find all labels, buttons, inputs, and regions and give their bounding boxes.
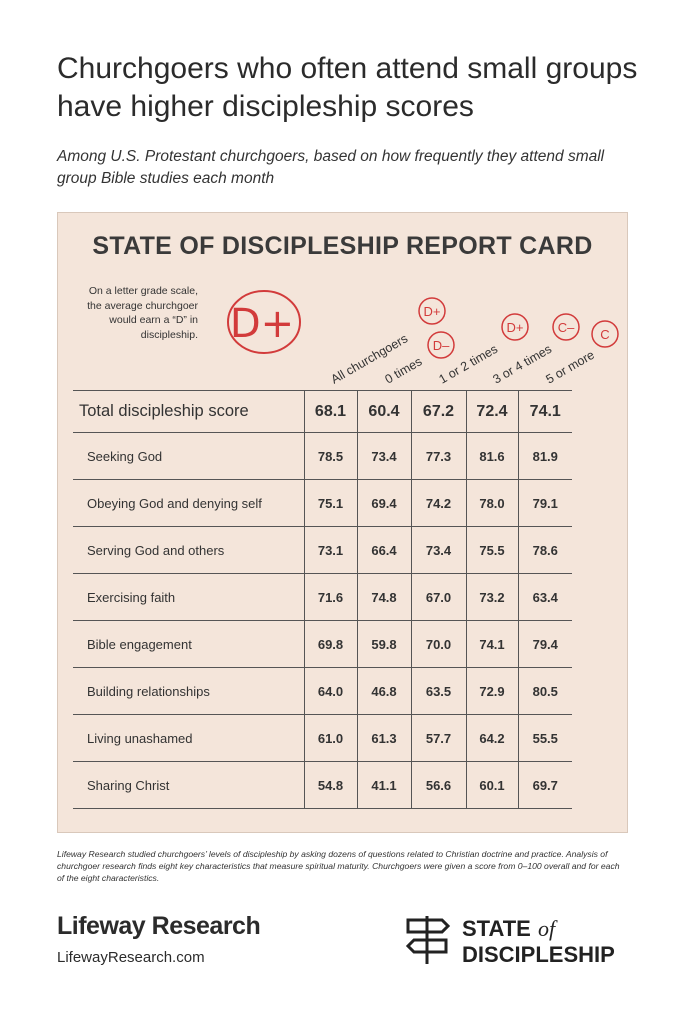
table-row: Sharing Christ 54.8 41.1 56.6 60.1 69.7 [73, 761, 572, 809]
score-cell: 72.9 [465, 667, 518, 715]
score-cell: 61.3 [356, 714, 411, 762]
score-cell: 74.1 [465, 620, 518, 668]
logo: STATE of DISCIPLESHIP [405, 916, 615, 967]
column-grade: C– [558, 320, 575, 335]
score-cell: 68.1 [303, 390, 357, 433]
score-cell: 55.5 [517, 714, 572, 762]
score-cell: 74.1 [517, 390, 572, 433]
row-label: Serving God and others [73, 526, 304, 574]
grade-circle [552, 313, 580, 341]
logo-state: STATE [462, 916, 531, 941]
row-label: Exercising faith [73, 573, 304, 621]
score-cell: 74.2 [410, 479, 466, 527]
score-cell: 72.4 [465, 390, 518, 433]
score-cell: 57.7 [410, 714, 466, 762]
score-cell: 79.1 [517, 479, 572, 527]
score-cell: 79.4 [517, 620, 572, 668]
score-cell: 60.4 [356, 390, 411, 433]
score-cell: 73.4 [356, 432, 411, 480]
score-cell: 73.4 [410, 526, 466, 574]
subtitle: Among U.S. Protestant churchgoers, based… [57, 148, 605, 187]
score-cell: 69.4 [356, 479, 411, 527]
url: LifewayResearch.com [57, 949, 205, 966]
logo-icon [405, 916, 451, 964]
logo-discipleship: DISCIPLESHIP [462, 942, 615, 967]
row-label: Sharing Christ [73, 761, 304, 809]
score-cell: 67.2 [410, 390, 466, 433]
score-cell: 66.4 [356, 526, 411, 574]
table-row: Building relationships 64.0 46.8 63.5 72.9 80… [73, 667, 572, 715]
score-cell: 73.2 [465, 573, 518, 621]
score-cell: 80.5 [517, 667, 572, 715]
score-cell: 81.9 [517, 432, 572, 480]
score-cell: 69.8 [303, 620, 357, 668]
score-cell: 67.0 [410, 573, 466, 621]
brand: Lifeway Research [57, 912, 261, 940]
score-cell: 77.3 [410, 432, 466, 480]
score-cell: 41.1 [356, 761, 411, 809]
score-cell: 74.8 [356, 573, 411, 621]
column-grade: D– [433, 338, 450, 353]
row-label: Living unashamed [73, 714, 304, 762]
table-row: Bible engagement 69.8 59.8 70.0 74.1 79.4 [73, 620, 572, 668]
score-cell: 60.1 [465, 761, 518, 809]
grade-circle [418, 297, 446, 325]
grade-note: On a letter grade scale, the average chu… [87, 285, 198, 341]
score-cell: 81.6 [465, 432, 518, 480]
table-row: Serving God and others 73.1 66.4 73.4 75.5 78… [73, 526, 572, 574]
score-cell: 78.5 [303, 432, 357, 480]
grade-circle [427, 331, 455, 359]
column-header: 0 times [383, 354, 425, 386]
score-cell: 64.0 [303, 667, 357, 715]
score-cell: 63.4 [517, 573, 572, 621]
score-cell: 69.7 [517, 761, 572, 809]
logo-of: of [538, 916, 558, 941]
overall-grade: D+ [230, 301, 294, 347]
score-cell: 61.0 [303, 714, 357, 762]
score-cell: 71.6 [303, 573, 357, 621]
row-label: Obeying God and denying self [73, 479, 304, 527]
score-cell: 54.8 [303, 761, 357, 809]
column-grade: C [600, 327, 609, 342]
score-cell: 75.5 [465, 526, 518, 574]
title: Churchgoers who often attend small group… [57, 52, 638, 123]
row-label: Total discipleship score [73, 390, 304, 433]
score-cell: 78.0 [465, 479, 518, 527]
score-cell: 70.0 [410, 620, 466, 668]
row-label: Bible engagement [73, 620, 304, 668]
table-row: Obeying God and denying self 75.1 69.4 74.2… [73, 479, 572, 527]
row-label: Building relationships [73, 667, 304, 715]
table-row: Seeking God 78.5 73.4 77.3 81.6 81.9 [73, 432, 572, 480]
score-cell: 78.6 [517, 526, 572, 574]
score-cell: 59.8 [356, 620, 411, 668]
total-row: Total discipleship score 68.1 60.4 67.2 72.4… [73, 390, 572, 433]
row-label: Seeking God [73, 432, 304, 480]
grade-circle [591, 320, 619, 348]
grade-circle [501, 313, 529, 341]
score-cell: 63.5 [410, 667, 466, 715]
table-row: Living unashamed 61.0 61.3 57.7 64.2 55.5 [73, 714, 572, 762]
score-cell: 75.1 [303, 479, 357, 527]
grade-circle [227, 290, 301, 354]
footnote: Lifeway Research studied churchgoers’ le… [57, 849, 620, 883]
column-header: 3 or 4 times [491, 342, 555, 387]
table-row: Exercising faith 71.6 74.8 67.0 73.2 63.4 [73, 573, 572, 621]
card-title: STATE OF DISCIPLESHIP REPORT CARD [92, 232, 593, 260]
score-cell: 56.6 [410, 761, 466, 809]
column-grade: D+ [424, 304, 441, 319]
score-cell: 73.1 [303, 526, 357, 574]
score-cell: 46.8 [356, 667, 411, 715]
score-cell: 64.2 [465, 714, 518, 762]
column-grade: D+ [507, 320, 524, 335]
score-table: Total discipleship score 68.1 60.4 67.2 72.4… [73, 390, 572, 809]
